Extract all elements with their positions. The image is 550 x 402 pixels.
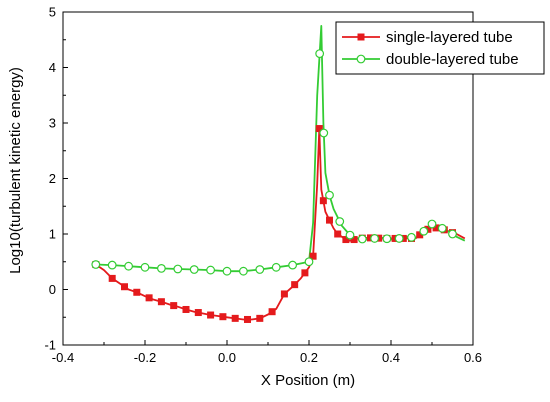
x-axis-title: X Position (m) (261, 372, 355, 389)
data-point-single (231, 314, 239, 322)
data-point-double (419, 226, 429, 236)
data-point-single (301, 269, 309, 277)
data-point-single (219, 313, 227, 321)
data-point-single (280, 290, 288, 298)
data-point-double (382, 234, 392, 244)
data-point-single (194, 309, 202, 317)
x-tick-label: 0.2 (300, 350, 318, 365)
y-tick-label: 2 (49, 171, 56, 186)
x-tick-label: 0.0 (218, 350, 236, 365)
data-point-single (133, 288, 141, 296)
series-line-single (95, 127, 466, 321)
data-point-double (140, 262, 150, 272)
legend: single-layered tube double-layered tube (335, 21, 545, 75)
data-point-single (256, 314, 264, 322)
y-axis-title: Log10(turbulent kinetic energy) (7, 67, 24, 274)
data-point-double (437, 223, 447, 233)
data-point-single (334, 230, 342, 238)
plot-markers-group (91, 49, 457, 323)
data-point-single (416, 231, 424, 239)
data-point-single (291, 281, 299, 289)
y-tick-label: 1 (49, 227, 56, 242)
data-point-double (427, 219, 437, 229)
data-point-double (448, 229, 457, 239)
data-point-double (255, 265, 265, 274)
data-point-double (304, 257, 314, 267)
legend-marker-double (356, 54, 366, 64)
data-point-double (315, 49, 325, 59)
data-point-single (157, 298, 165, 306)
data-point-single (182, 305, 190, 313)
data-point-double (335, 217, 345, 226)
data-point-single (268, 308, 276, 316)
x-axis-ticks: -0.4 -0.2 0.0 0.2 0.4 0.6 (52, 340, 482, 365)
data-point-single (121, 283, 128, 291)
data-point-double (189, 265, 199, 274)
data-point-double (370, 234, 380, 243)
data-point-single (207, 311, 215, 319)
y-tick-label: 0 (49, 282, 56, 297)
data-point-double (288, 260, 298, 270)
y-tick-label: -1 (44, 338, 56, 353)
data-point-single (350, 236, 358, 244)
data-point-double (407, 232, 416, 242)
data-point-double (238, 266, 248, 276)
y-tick-label: 5 (49, 5, 56, 20)
data-point-single (342, 236, 350, 244)
data-point-single (108, 274, 116, 282)
data-point-single (432, 224, 440, 232)
y-tick-label: 3 (49, 116, 56, 131)
data-point-single (170, 302, 178, 310)
data-point-single (244, 315, 251, 323)
data-point-single (424, 225, 432, 233)
legend-marker-single (357, 33, 365, 41)
x-tick-label: -0.4 (52, 350, 74, 365)
data-point-single (315, 125, 323, 133)
data-point-double (173, 264, 183, 274)
data-point-double (357, 234, 367, 244)
legend-box (335, 21, 545, 75)
x-tick-label: 0.4 (382, 350, 400, 365)
data-point-single (309, 252, 317, 260)
data-point-single (319, 197, 327, 205)
y-tick-label: 4 (49, 60, 56, 75)
legend-label-double: double-layered tube (386, 51, 519, 68)
x-tick-label: -0.2 (134, 350, 156, 365)
legend-label-single: single-layered tube (386, 29, 513, 46)
data-point-double (156, 264, 166, 273)
data-point-double (107, 260, 117, 270)
data-point-double (271, 262, 281, 272)
data-point-double (394, 234, 404, 243)
data-point-double (319, 128, 329, 138)
data-point-double (124, 261, 134, 271)
x-tick-label: 0.6 (464, 350, 482, 365)
data-point-single (326, 216, 333, 224)
data-point-double (206, 265, 216, 275)
data-point-double (222, 266, 232, 276)
data-point-double (325, 190, 334, 200)
data-point-double (345, 230, 355, 240)
data-point-double (91, 260, 101, 269)
data-point-single (145, 294, 153, 302)
y-axis-ticks: -1 0 1 2 3 4 5 (44, 5, 68, 353)
